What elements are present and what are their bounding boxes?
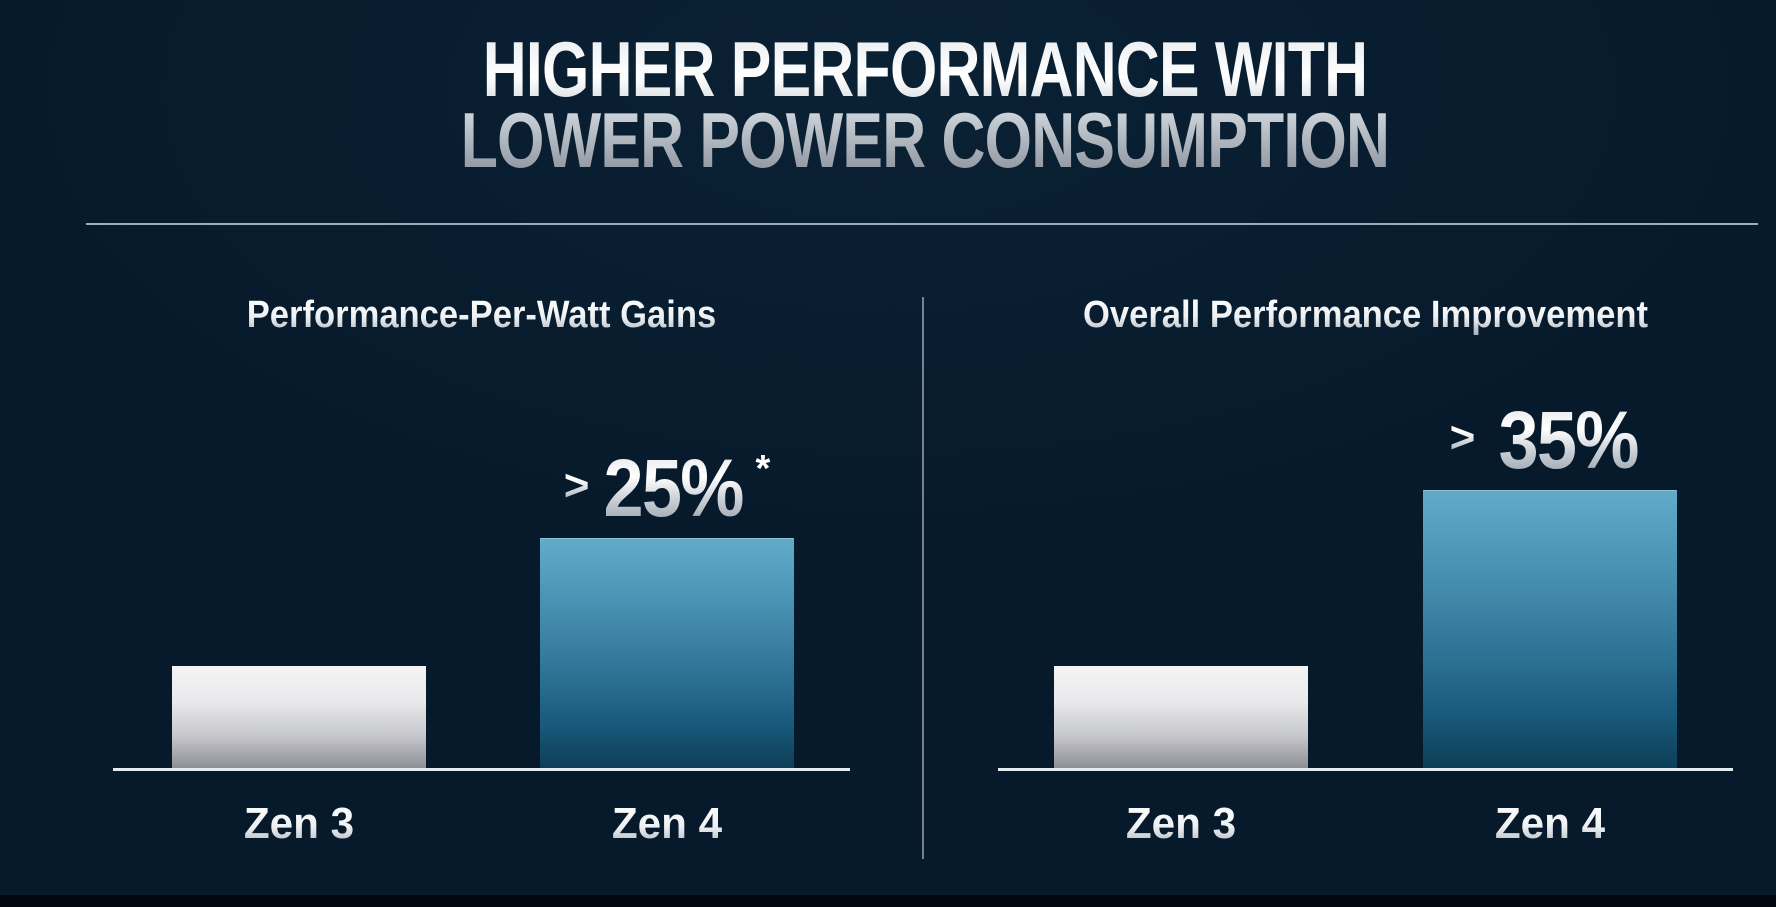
- category-label-zen4: Zen 4: [1428, 800, 1672, 848]
- value-number: 25%: [603, 443, 745, 534]
- slide-title: HIGHER PERFORMANCE WITH LOWER POWER CONS…: [261, 34, 1589, 176]
- category-label-zen4: Zen 4: [545, 800, 789, 848]
- axis-baseline-left-chart: [113, 768, 850, 771]
- value-annotation-35-percent: > 35%: [1350, 400, 1750, 482]
- axis-baseline-right-chart: [998, 768, 1733, 771]
- chart-title-overall-performance: Overall Performance Improvement: [1031, 294, 1700, 336]
- title-divider-line: [86, 223, 1758, 225]
- chart-title-performance-per-watt: Performance-Per-Watt Gains: [146, 294, 817, 336]
- bottom-edge-strip: [0, 895, 1776, 907]
- bar-zen3-overall-performance: [1054, 666, 1308, 768]
- slide-title-line2: LOWER POWER CONSUMPTION: [460, 96, 1390, 184]
- value-annotation-25-percent: > 25% *: [467, 448, 867, 530]
- slide-title-line1: HIGHER PERFORMANCE WITH: [482, 25, 1368, 113]
- category-label-zen3: Zen 3: [177, 800, 421, 848]
- chart-separator-line: [922, 297, 924, 859]
- category-label-zen3: Zen 3: [1059, 800, 1303, 848]
- bar-zen4-performance-per-watt: [540, 538, 794, 768]
- bar-zen3-performance-per-watt: [172, 666, 426, 768]
- bar-zen4-overall-performance: [1423, 490, 1677, 768]
- greater-than-symbol: >: [563, 461, 590, 510]
- value-number: 35%: [1498, 395, 1640, 486]
- greater-than-symbol: >: [1449, 413, 1476, 462]
- footnote-asterisk: *: [755, 448, 771, 490]
